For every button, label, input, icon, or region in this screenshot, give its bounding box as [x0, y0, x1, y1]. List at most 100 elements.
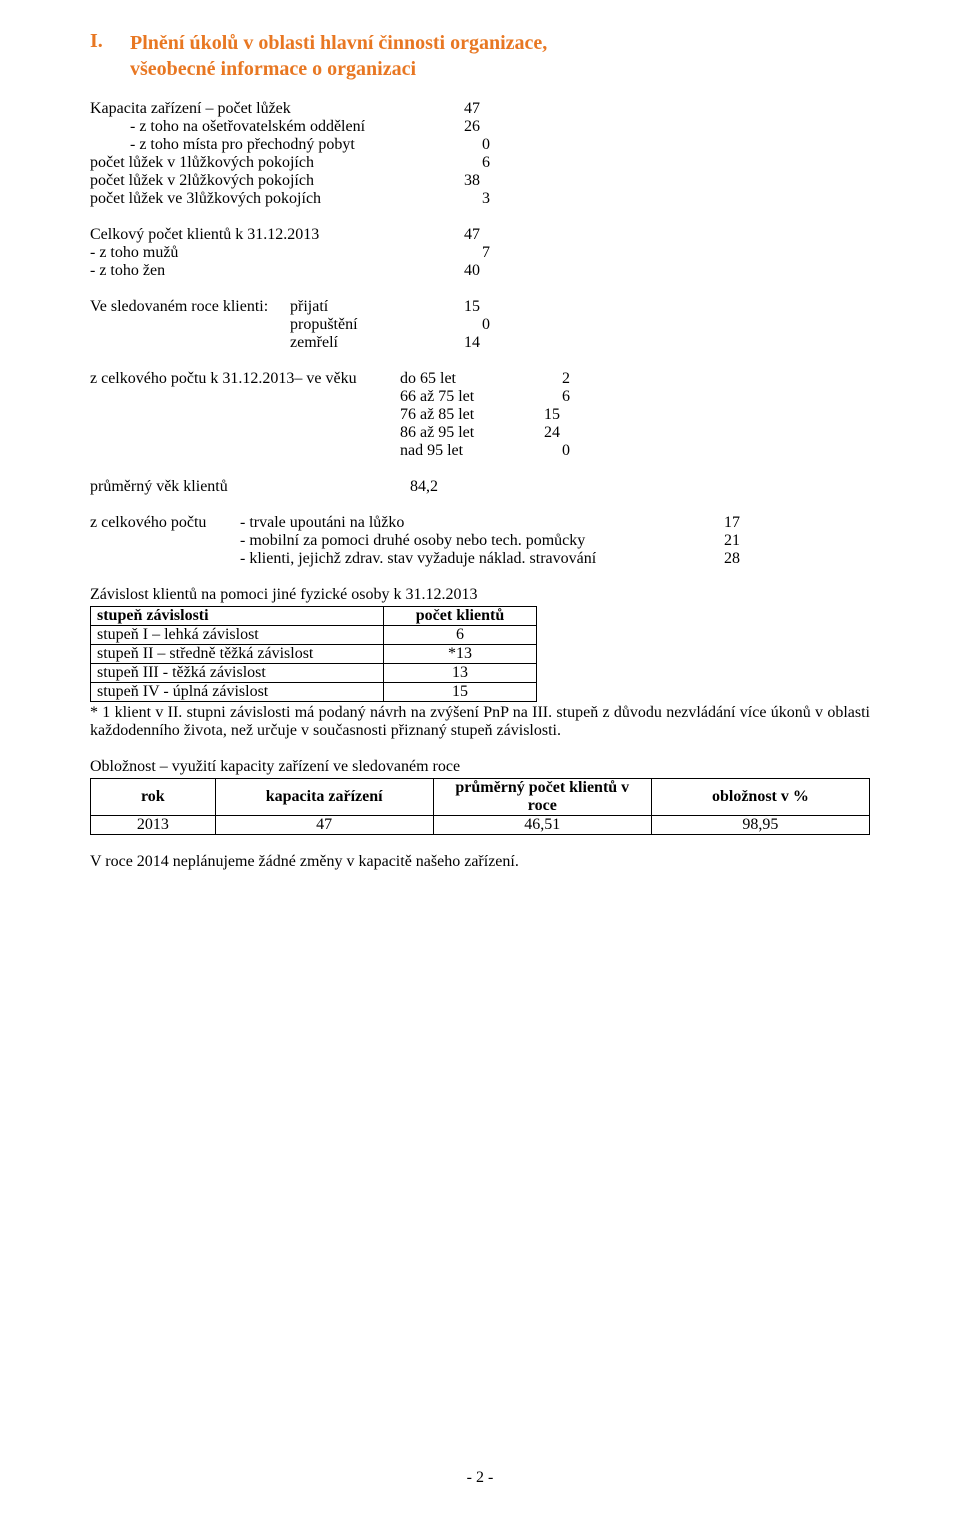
- age-label: do 65 let: [400, 370, 520, 388]
- capacity-value: 0: [430, 136, 490, 154]
- capacity-value: 26: [430, 118, 480, 136]
- clients-total-row: - z toho mužů7: [90, 244, 870, 262]
- age-lead: z celkového počtu k 31.12.2013– ve věku: [90, 370, 400, 388]
- table-row: stupeň II – středně těžká závislost*13: [91, 645, 537, 664]
- capacity-row: - z toho místa pro přechodný pobyt0: [130, 136, 870, 154]
- dependency-title: Závislost klientů na pomoci jiné fyzické…: [90, 586, 870, 604]
- clients-total-label: - z toho žen: [90, 262, 440, 280]
- age-value: 2: [520, 370, 570, 388]
- occupancy-header-avg: průměrný počet klientů v roce: [433, 779, 651, 816]
- dependency-value: *13: [384, 645, 537, 664]
- mobility-block: z celkového počtu - trvale upoutáni na l…: [90, 514, 870, 568]
- year-clients-value: 15: [440, 298, 480, 316]
- mobility-label: - klienti, jejichž zdrav. stav vyžaduje …: [240, 550, 700, 568]
- clients-total-label: Celkový počet klientů k 31.12.2013: [90, 226, 440, 244]
- clients-total-row: Celkový počet klientů k 31.12.201347: [90, 226, 870, 244]
- dependency-block: Závislost klientů na pomoci jiné fyzické…: [90, 586, 870, 740]
- capacity-value: 3: [440, 190, 490, 208]
- capacity-row: počet lůžek ve 3lůžkových pokojích3: [90, 190, 870, 208]
- dependency-col1-header: stupeň závislosti: [91, 607, 384, 626]
- year-clients-row: Ve sledovaném roce klienti: přijatí 15: [90, 298, 870, 316]
- mobility-value: 17: [700, 514, 740, 532]
- dependency-label: stupeň III - těžká závislost: [91, 664, 384, 683]
- clients-total-value: 47: [440, 226, 480, 244]
- clients-total-label: - z toho mužů: [90, 244, 440, 262]
- capacity-value: 47: [440, 100, 480, 118]
- closing-line: V roce 2014 neplánujeme žádné změny v ka…: [90, 853, 870, 871]
- mobility-label: - mobilní za pomoci druhé osoby nebo tec…: [240, 532, 700, 550]
- year-clients-label: propuštění: [290, 316, 440, 334]
- capacity-label: počet lůžek v 1lůžkových pokojích: [90, 154, 440, 172]
- occupancy-header-year: rok: [91, 779, 216, 816]
- table-header-row: stupeň závislosti počet klientů: [91, 607, 537, 626]
- occupancy-title: Obložnost – využití kapacity zařízení ve…: [90, 758, 870, 776]
- capacity-row: počet lůžek v 2lůžkových pokojích38: [90, 172, 870, 190]
- capacity-label: Kapacita zařízení – počet lůžek: [90, 100, 440, 118]
- age-row: z celkového počtu k 31.12.2013– ve věku …: [90, 370, 870, 388]
- age-row: 66 až 75 let 6: [90, 388, 870, 406]
- avg-age-block: průměrný věk klientů 84,2: [90, 478, 870, 496]
- capacity-label: počet lůžek ve 3lůžkových pokojích: [90, 190, 440, 208]
- year-clients-row: propuštění 0: [90, 316, 870, 334]
- mobility-row: - mobilní za pomoci druhé osoby nebo tec…: [90, 532, 870, 550]
- occupancy-avg: 46,51: [433, 816, 651, 835]
- age-row: 86 až 95 let 24: [90, 424, 870, 442]
- dependency-label: stupeň I – lehká závislost: [91, 626, 384, 645]
- age-value: 24: [520, 424, 560, 442]
- avg-age-value: 84,2: [410, 478, 438, 496]
- capacity-value: 6: [440, 154, 490, 172]
- dependency-value: 13: [384, 664, 537, 683]
- age-label: nad 95 let: [400, 442, 520, 460]
- clients-total-row: - z toho žen40: [90, 262, 870, 280]
- dependency-table: stupeň závislosti počet klientů stupeň I…: [90, 606, 537, 702]
- age-label: 66 až 75 let: [400, 388, 520, 406]
- year-clients-label: přijatí: [290, 298, 440, 316]
- mobility-value: 28: [700, 550, 740, 568]
- mobility-lead: z celkového počtu: [90, 514, 240, 532]
- heading-number: I.: [90, 30, 130, 53]
- occupancy-header-pct: obložnost v %: [651, 779, 869, 816]
- table-header-row: rok kapacita zařízení průměrný počet kli…: [91, 779, 870, 816]
- year-clients-row: zemřelí 14: [90, 334, 870, 352]
- table-row: stupeň I – lehká závislost6: [91, 626, 537, 645]
- age-value: 0: [520, 442, 570, 460]
- year-clients-value: 14: [440, 334, 480, 352]
- year-clients-block: Ve sledovaném roce klienti: přijatí 15 p…: [90, 298, 870, 352]
- avg-age-label: průměrný věk klientů: [90, 478, 410, 496]
- mobility-label: - trvale upoutáni na lůžko: [240, 514, 700, 532]
- occupancy-capacity: 47: [215, 816, 433, 835]
- capacity-row: počet lůžek v 1lůžkových pokojích6: [90, 154, 870, 172]
- occupancy-header-capacity: kapacita zařízení: [215, 779, 433, 816]
- occupancy-block: Obložnost – využití kapacity zařízení ve…: [90, 758, 870, 835]
- occupancy-year: 2013: [91, 816, 216, 835]
- dependency-col2-header: počet klientů: [384, 607, 537, 626]
- year-clients-value: 0: [440, 316, 490, 334]
- heading-line2: všeobecné informace o organizaci: [130, 58, 416, 80]
- capacity-label: - z toho na ošetřovatelském oddělení: [130, 118, 430, 136]
- page-number: - 2 -: [0, 1469, 960, 1487]
- mobility-row: - klienti, jejichž zdrav. stav vyžaduje …: [90, 550, 870, 568]
- age-value: 15: [520, 406, 560, 424]
- mobility-value: 21: [700, 532, 740, 550]
- dependency-label: stupeň IV - úplná závislost: [91, 683, 384, 702]
- capacity-row: - z toho na ošetřovatelském oddělení26: [130, 118, 870, 136]
- capacity-label: počet lůžek v 2lůžkových pokojích: [90, 172, 440, 190]
- clients-total-block: Celkový počet klientů k 31.12.201347 - z…: [90, 226, 870, 280]
- occupancy-pct: 98,95: [651, 816, 869, 835]
- dependency-label: stupeň II – středně těžká závislost: [91, 645, 384, 664]
- age-row: nad 95 let 0: [90, 442, 870, 460]
- age-label: 76 až 85 let: [400, 406, 520, 424]
- capacity-value: 38: [440, 172, 480, 190]
- heading-text: Plnění úkolů v oblasti hlavní činnosti o…: [130, 30, 547, 82]
- occupancy-table: rok kapacita zařízení průměrný počet kli…: [90, 778, 870, 835]
- mobility-row: z celkového počtu - trvale upoutáni na l…: [90, 514, 870, 532]
- age-block: z celkového počtu k 31.12.2013– ve věku …: [90, 370, 870, 460]
- year-clients-label: zemřelí: [290, 334, 440, 352]
- table-row: stupeň IV - úplná závislost15: [91, 683, 537, 702]
- dependency-value: 6: [384, 626, 537, 645]
- section-heading: I. Plnění úkolů v oblasti hlavní činnost…: [90, 30, 870, 82]
- clients-total-value: 7: [440, 244, 490, 262]
- capacity-row: Kapacita zařízení – počet lůžek47: [90, 100, 870, 118]
- age-label: 86 až 95 let: [400, 424, 520, 442]
- table-row: stupeň III - těžká závislost13: [91, 664, 537, 683]
